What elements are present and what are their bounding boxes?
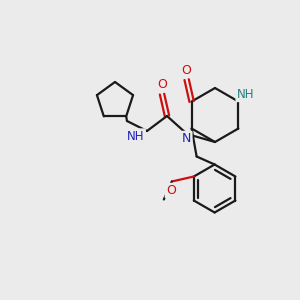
Text: NH: NH (127, 130, 145, 142)
Text: N: N (182, 132, 191, 145)
Text: O: O (182, 64, 192, 77)
Text: O: O (166, 184, 176, 197)
Text: NH: NH (237, 88, 254, 101)
Text: O: O (157, 79, 167, 92)
